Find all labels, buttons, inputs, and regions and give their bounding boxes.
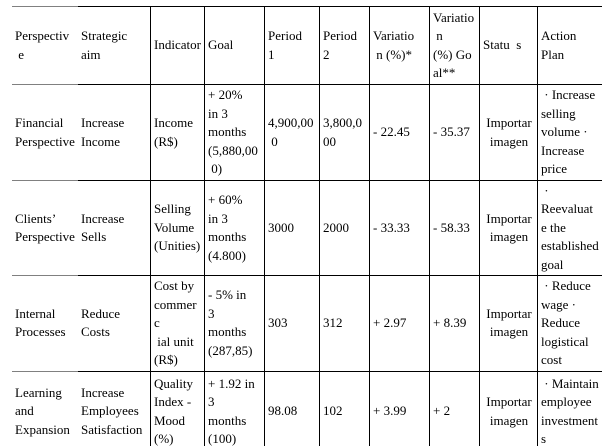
col-header-goal: Goal	[204, 6, 264, 84]
status-image-placeholder: Importar imagen	[479, 370, 537, 446]
cell-period-2: 3,800,000	[319, 84, 369, 180]
cell-period-2: 102	[319, 370, 369, 446]
cell-goal: + 1.92 in 3 months (100)	[204, 370, 264, 446]
col-header-status: Statu s	[479, 6, 537, 84]
status-image-placeholder: Importar imagen	[479, 275, 537, 371]
cell-variation: + 3.99	[369, 370, 429, 446]
col-header-perspective: Perspectiv e	[12, 6, 78, 84]
cell-action-plan: · Increase selling volume · Increase pri…	[537, 84, 602, 180]
header-row: Perspectiv e Strategic aim Indicator Goa…	[12, 6, 602, 84]
col-header-action-plan: Action Plan	[537, 6, 602, 84]
col-header-indicator: Indicator	[150, 6, 204, 84]
cell-indicator: Quality Index - Mood (%)	[150, 370, 204, 446]
cell-perspective: Learning and Expansion	[12, 370, 78, 446]
cell-variation: - 22.45	[369, 84, 429, 180]
cell-action-plan: · Maintain employee investments	[537, 370, 602, 446]
col-header-variation-goal: Variatio n (%) Go al**	[429, 6, 479, 84]
table-row-learning: Learning and Expansion Increase Employee…	[12, 370, 602, 446]
cell-goal: + 60% in 3 months (4.800)	[204, 180, 264, 276]
cell-period-1: 98.08	[264, 370, 319, 446]
col-header-period-2: Period 2	[319, 6, 369, 84]
cell-period-1: 303	[264, 275, 319, 371]
table-row-clients: Clients’ Perspective Increase Sells Sell…	[12, 180, 602, 276]
cell-perspective: Internal Processes	[12, 275, 78, 370]
cell-indicator: Selling Volume (Unities)	[150, 180, 204, 276]
cell-period-1: 4,900,00 0	[264, 84, 319, 180]
cell-goal: - 5% in 3 months (287,85)	[204, 275, 264, 371]
col-header-variation: Variatio n (%)*	[369, 6, 429, 84]
table-row-financial: Financial Perspective Increase Income In…	[12, 84, 602, 180]
cell-perspective: Clients’ Perspective	[12, 180, 78, 275]
cell-action-plan: · Reduce wage · Reduce logistical cost	[537, 275, 602, 371]
cell-action-plan: · Reevaluat e the established goal	[537, 180, 602, 276]
cell-strategic-aim: Increase Employees Satisfaction	[78, 370, 150, 446]
status-image-placeholder: Importar imagen	[479, 84, 537, 180]
cell-variation-goal: - 35.37	[429, 84, 479, 180]
balanced-scorecard-table: Perspectiv e Strategic aim Indicator Goa…	[12, 6, 602, 446]
cell-indicator: Cost by commerc ial unit (R$)	[150, 275, 204, 371]
col-header-strategic-aim: Strategic aim	[78, 6, 150, 84]
cell-strategic-aim: Increase Sells	[78, 180, 150, 275]
cell-strategic-aim: Reduce Costs	[78, 275, 150, 370]
cell-variation-goal: - 58.33	[429, 180, 479, 276]
cell-indicator: Income (R$)	[150, 84, 204, 180]
cell-period-2: 312	[319, 275, 369, 371]
col-header-period-1: Period 1	[264, 6, 319, 84]
cell-goal: + 20% in 3 months (5,880,00 0)	[204, 84, 264, 180]
cell-strategic-aim: Increase Income	[78, 84, 150, 180]
cell-variation: + 2.97	[369, 275, 429, 371]
cell-variation: - 33.33	[369, 180, 429, 276]
cell-period-2: 2000	[319, 180, 369, 276]
status-image-placeholder: Importar imagen	[479, 180, 537, 276]
cell-perspective: Financial Perspective	[12, 84, 78, 180]
cell-variation-goal: + 2	[429, 370, 479, 446]
cell-period-1: 3000	[264, 180, 319, 276]
table-row-internal: Internal Processes Reduce Costs Cost by …	[12, 275, 602, 371]
cell-variation-goal: + 8.39	[429, 275, 479, 371]
